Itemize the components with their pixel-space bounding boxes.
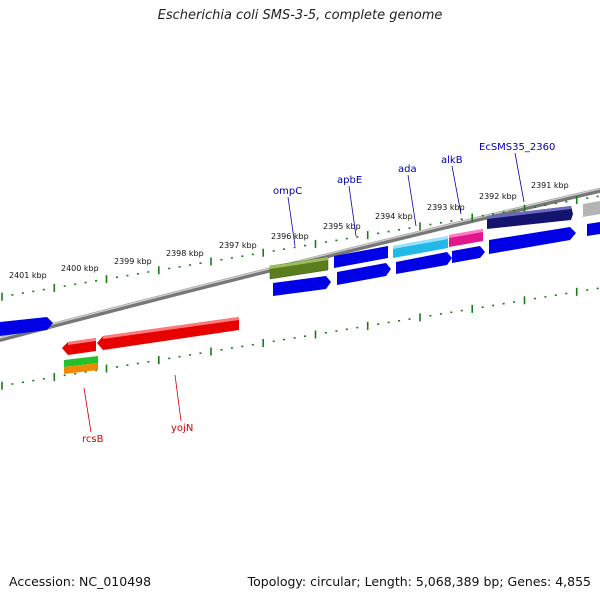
gene-ecsms35-2360-shade [487,206,571,219]
upper-scale-ruler [1,195,599,301]
ada-leader [407,174,417,227]
gene-forward-2[interactable] [337,263,391,285]
gene-label-alkb[interactable]: alkB [441,155,463,166]
gene-forward-4[interactable] [452,246,485,263]
rcsb-leader [83,387,92,433]
ecsms-leader [514,152,525,203]
kbp-label-2397: 2397 kbp [219,241,257,250]
gene-rcsb-shade [68,338,96,345]
gene-green-feature[interactable] [64,356,98,367]
lower-scale-ruler [1,287,599,390]
label-leader-lines [83,152,525,433]
kbp-labels: 2401 kbp 2400 kbp 2399 kbp 2398 kbp 2397… [9,181,569,280]
alkb-leader [451,165,462,215]
kbp-label-2394: 2394 kbp [375,212,413,221]
gene-yojn-shade [103,317,239,339]
gene-orange-feature[interactable] [64,363,98,374]
gene-ompc-feature[interactable] [269,256,329,280]
kbp-label-2401: 2401 kbp [9,271,47,280]
gene-label-ada[interactable]: ada [398,164,417,175]
accession-text: Accession: NC_010498 [9,574,152,589]
gene-yojn-feature[interactable] [97,317,239,350]
kbp-label-2391: 2391 kbp [531,181,569,190]
forward-strand-row-1 [269,201,600,280]
gene-forward-6[interactable] [587,222,600,236]
gene-label-apbe[interactable]: apbE [337,175,362,186]
gene-ada-shade [393,236,448,249]
gene-ompc-shade [270,257,328,269]
gene-label-ecsms35-2360[interactable]: EcSMS35_2360 [479,142,555,153]
yojn-leader [174,374,182,422]
genome-backbone-highlight [0,188,600,339]
gene-forward-3[interactable] [396,252,452,274]
ompc-leader [287,196,296,247]
genome-summary-text: Topology: circular; Length: 5,068,389 bp… [247,574,591,589]
gene-label-yojn[interactable]: yojN [171,423,193,434]
kbp-label-2396: 2396 kbp [271,232,309,241]
gene-label-rcsb[interactable]: rcsB [82,434,104,445]
gene-grey-feature[interactable] [583,201,600,217]
kbp-label-2393: 2393 kbp [427,203,465,212]
gene-ecsms35-2360-feature[interactable] [487,206,573,229]
kbp-label-2395: 2395 kbp [323,222,361,231]
gene-labels: ompC apbE ada alkB EcSMS35_2360 rcsB yoj… [82,142,555,445]
apbe-leader [348,185,357,237]
reverse-strand [62,317,239,374]
gene-forward-5[interactable] [489,227,576,254]
kbp-label-2398: 2398 kbp [166,249,204,258]
gene-alkb-shade [449,229,483,238]
kbp-label-2392: 2392 kbp [479,192,517,201]
kbp-label-2399: 2399 kbp [114,257,152,266]
gene-label-ompc[interactable]: ompC [273,186,302,197]
kbp-label-2400: 2400 kbp [61,264,99,273]
forward-strand-row-2 [0,222,600,336]
gene-forward-left[interactable] [0,317,53,336]
gene-apbe-feature[interactable] [334,246,388,268]
genome-title: Escherichia coli SMS-3-5, complete genom… [157,8,443,23]
gene-forward-1[interactable] [273,276,331,296]
